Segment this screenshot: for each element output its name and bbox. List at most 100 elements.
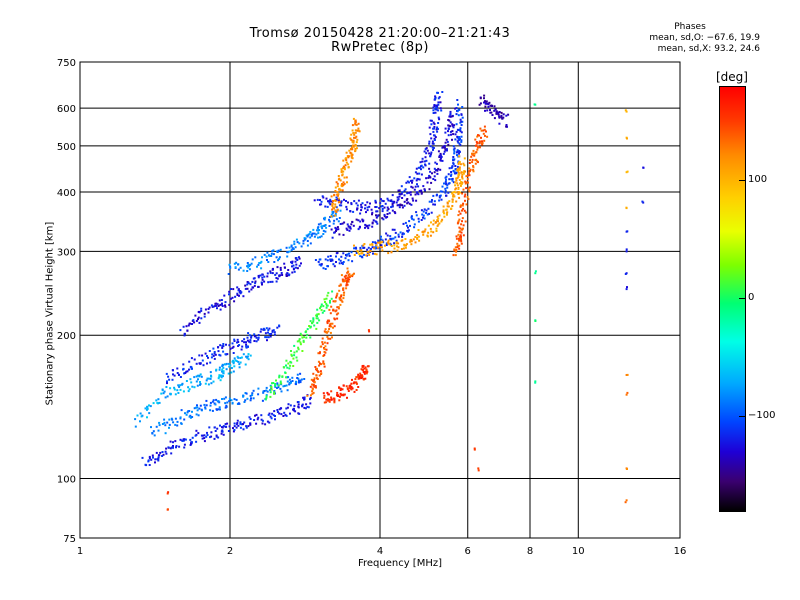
- data-point-24: [165, 447, 168, 450]
- data-point-2086: [323, 401, 326, 404]
- data-point-2332: [457, 220, 460, 223]
- data-point-528: [209, 361, 212, 364]
- data-point-458: [229, 364, 232, 367]
- data-point-1832: [346, 181, 348, 184]
- data-point-232: [196, 406, 199, 409]
- data-point-2036: [338, 289, 341, 292]
- data-point-867: [309, 236, 312, 239]
- data-point-1370: [447, 119, 450, 121]
- data-point-1535: [430, 137, 433, 140]
- data-point-2003: [329, 322, 332, 325]
- data-point-1536: [431, 140, 434, 143]
- data-point-2417: [481, 140, 484, 143]
- data-point-789: [233, 262, 236, 265]
- data-point-2209: [278, 374, 281, 377]
- data-point-1818: [339, 189, 342, 192]
- data-point-1926: [311, 383, 314, 386]
- data-point-1064: [430, 200, 433, 203]
- data-point-2304: [456, 242, 459, 245]
- data-point-1438: [371, 211, 374, 214]
- data-point-1504: [417, 166, 420, 169]
- data-point-1429: [366, 201, 369, 204]
- data-point-1043: [409, 224, 411, 227]
- data-point-1169: [456, 128, 459, 131]
- data-point-1488: [411, 181, 413, 184]
- data-point-415: [199, 373, 202, 376]
- data-point-2432: [483, 101, 485, 104]
- data-point-2393: [471, 158, 474, 161]
- data-point-731: [267, 281, 270, 284]
- data-point-90: [226, 422, 229, 425]
- data-point-1040: [408, 220, 411, 223]
- data-point-2163: [362, 378, 365, 381]
- data-point-1729: [452, 194, 455, 197]
- data-point-2119: [339, 387, 342, 390]
- data-point-198: [164, 432, 167, 435]
- data-point-2243: [298, 338, 301, 341]
- data-point-9: [154, 458, 157, 461]
- data-point-2235: [297, 346, 300, 349]
- data-point-325: [286, 389, 289, 392]
- data-point-1950: [317, 371, 320, 373]
- data-point-2394: [476, 146, 479, 149]
- data-point-499: [177, 373, 180, 376]
- data-point-1760: [462, 172, 465, 175]
- data-point-52: [189, 444, 192, 446]
- data-point-364: [148, 404, 150, 407]
- data-point-1979: [326, 336, 329, 338]
- data-point-1163: [458, 136, 461, 138]
- data-point-167: [292, 408, 294, 411]
- x-tick-labels: 1 2 4 6 8 10 16: [77, 546, 687, 557]
- data-point-2194: [273, 392, 276, 395]
- data-point-1500: [418, 172, 421, 175]
- data-point-1482: [405, 181, 408, 184]
- data-point-685: [237, 289, 240, 292]
- data-point-2006: [333, 317, 336, 320]
- data-point-2008: [336, 317, 339, 320]
- data-point-2529: [368, 330, 371, 333]
- data-point-1118: [450, 171, 453, 173]
- data-point-895: [323, 217, 325, 220]
- data-point-1918: [309, 394, 312, 397]
- data-point-2484: [625, 110, 628, 113]
- data-point-626: [183, 333, 186, 336]
- data-point-233: [191, 416, 194, 418]
- data-point-816: [267, 261, 270, 263]
- data-point-2138: [353, 390, 356, 393]
- data-point-1414: [349, 210, 352, 213]
- data-point-2443: [487, 105, 490, 108]
- data-point-2388: [475, 158, 478, 161]
- x-axis-label: Frequency [MHz]: [357, 558, 443, 569]
- data-point-1502: [415, 167, 418, 170]
- data-point-1892: [349, 137, 352, 140]
- data-point-860: [306, 244, 309, 247]
- data-point-1752: [461, 177, 464, 180]
- data-point-412: [195, 375, 198, 378]
- data-point-870: [313, 235, 316, 238]
- data-point-610: [271, 330, 274, 333]
- data-point-1330: [437, 150, 440, 153]
- data-point-953: [342, 261, 345, 263]
- data-point-1201: [339, 223, 342, 225]
- data-point-1670: [422, 230, 425, 233]
- data-point-322: [283, 384, 286, 387]
- data-point-1057: [422, 210, 425, 213]
- data-point-1113: [454, 165, 457, 167]
- data-point-1199: [335, 228, 338, 231]
- data-point-2420: [481, 142, 484, 145]
- data-point-899: [325, 226, 328, 229]
- data-point-1349: [450, 133, 452, 136]
- data-point-1157: [458, 138, 461, 141]
- data-point-792: [237, 263, 239, 266]
- data-point-1428: [364, 207, 366, 210]
- data-point-1017: [392, 237, 395, 240]
- data-point-148: [278, 412, 281, 415]
- data-point-1454: [386, 206, 389, 209]
- data-point-2238: [302, 340, 305, 343]
- data-point-238: [199, 404, 202, 407]
- data-point-2418: [484, 134, 486, 137]
- data-point-1684: [435, 230, 438, 232]
- data-point-1751: [457, 175, 460, 178]
- data-point-1442: [374, 199, 377, 202]
- data-point-22: [161, 455, 164, 457]
